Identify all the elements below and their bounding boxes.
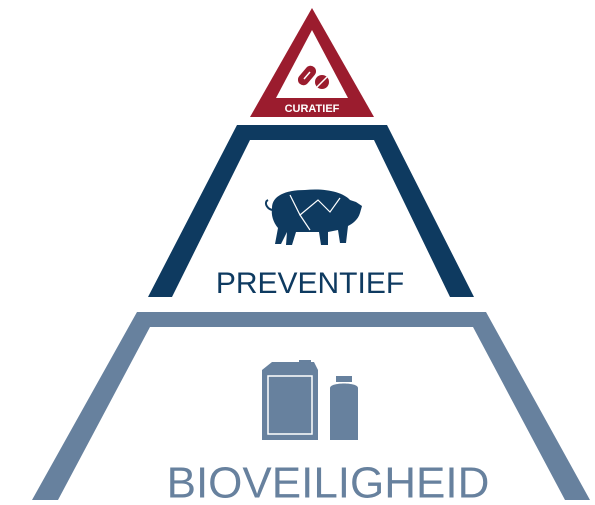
tier-bioveiligheid: BIOVEILIGHEID [32, 312, 590, 505]
pyramid: CURATIEF PREVENTIEF BIOVEILIGHEID [0, 0, 595, 505]
containers-icon [262, 360, 358, 440]
tier-label: CURATIEF [285, 103, 340, 115]
tier-label: PREVENTIEF [216, 267, 404, 300]
tier-curatief: CURATIEF [250, 8, 374, 117]
tier-preventief: PREVENTIEF [148, 125, 474, 300]
page: CURATIEF PREVENTIEF BIOVEILIGHEID (() =>… [0, 0, 595, 505]
pig-icon [266, 189, 362, 245]
tier-label: BIOVEILIGHEID [167, 459, 490, 505]
